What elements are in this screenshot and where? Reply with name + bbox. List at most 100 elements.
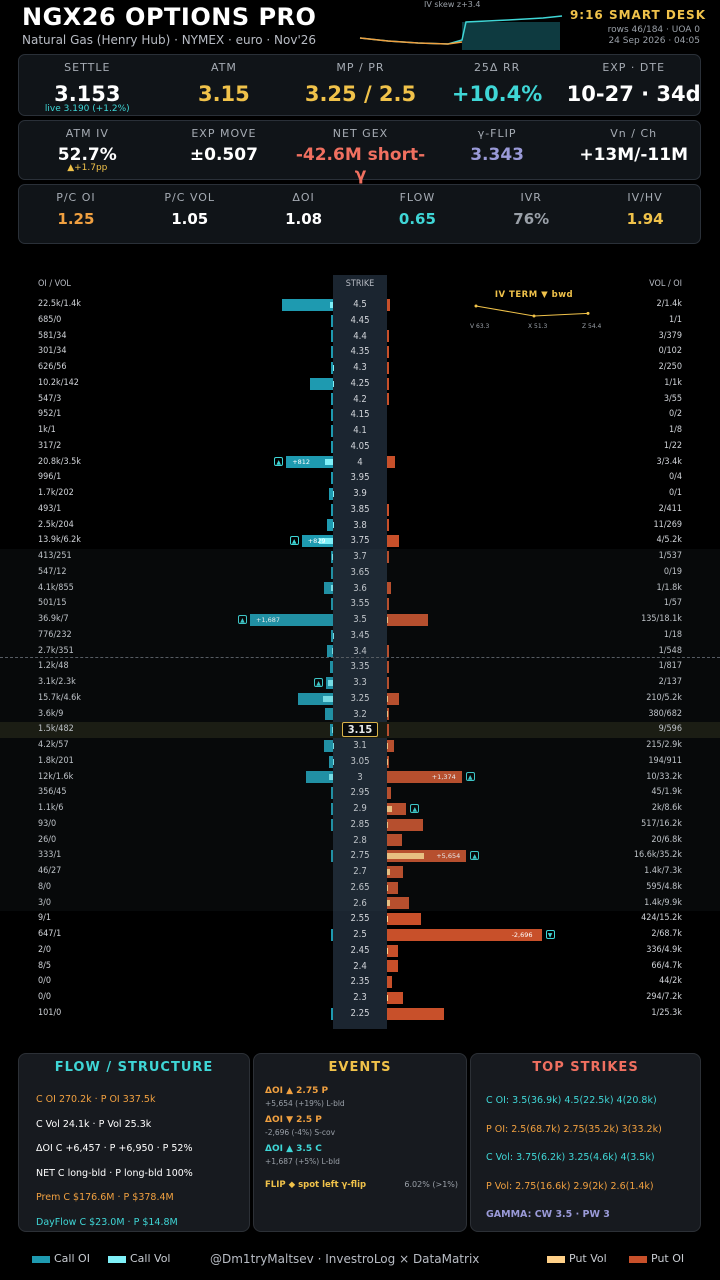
row-vol-oi: 2/250 xyxy=(658,362,682,372)
kpi3-label-3: FLOW xyxy=(399,191,436,204)
kpi1-label-3: 25Δ RR xyxy=(473,61,521,74)
call-oi-bar xyxy=(331,818,333,831)
put-vol-bar xyxy=(387,916,388,923)
legend-put-oi: Put OI xyxy=(629,1252,684,1265)
table-row: 13.9k/6.2k 4/5.2k 3.75 +829 ▲ xyxy=(0,533,720,549)
put-oi-bar xyxy=(387,928,542,941)
kpi3-value-0: 1.25 xyxy=(57,210,95,228)
call-vol-bar xyxy=(325,459,333,466)
iv-term-label: X 51.3 xyxy=(528,323,548,330)
call-oi-bar xyxy=(330,472,333,485)
row-oi-vol: 501/15 xyxy=(38,598,67,609)
kpi2-label-3: γ-FLIP xyxy=(477,127,517,140)
row-strike: 4.4 xyxy=(353,330,367,342)
row-oi-vol: 20.8k/3.5k xyxy=(38,456,82,467)
table-row: 2.7k/351 1/548 3.4 xyxy=(0,644,720,660)
row-oi-vol: 3.6k/9 xyxy=(38,708,64,719)
kpi2-value-3: 3.343 xyxy=(470,145,524,165)
kpi1-value-2: 3.25 / 2.5 xyxy=(304,82,417,106)
put-oi-bar xyxy=(387,1007,444,1020)
row-oi-vol: 101/0 xyxy=(38,1007,62,1018)
table-row: 8/0 595/4.8k 2.65 xyxy=(0,880,720,896)
row-vol-oi: 66/4.7k xyxy=(651,960,682,971)
put-oi-bar xyxy=(387,739,394,752)
put-oi-bar xyxy=(387,944,399,957)
call-oi-bar xyxy=(331,928,333,941)
row-strike: 3.35 xyxy=(350,661,370,673)
legend-call-oi: Call OI xyxy=(32,1252,90,1265)
flow-structure-panel: FLOW / STRUCTURE C OI 270.2k · P OI 337.… xyxy=(18,1053,250,1232)
row-vol-oi: 2/68.7k xyxy=(651,929,682,939)
table-row: 1.7k/202 0/1 3.9 xyxy=(0,486,720,502)
put-oi-bar xyxy=(387,613,428,626)
kpi3-value-5: 1.94 xyxy=(626,210,664,228)
row-strike: 3.45 xyxy=(350,629,370,641)
row-oi-vol: 317/2 xyxy=(38,440,62,451)
call-oi-bar xyxy=(331,1007,333,1020)
call-oi-bar xyxy=(331,330,333,343)
row-oi-vol: 10.2k/142 xyxy=(38,377,79,388)
kpi3-cell-4: IVR 76% xyxy=(474,191,588,228)
row-strike: 4.2 xyxy=(353,393,367,405)
kpi2-label-2: NET GEX xyxy=(332,127,389,140)
table-row: 4.2k/57 215/2.9k 3.1 xyxy=(0,738,720,754)
table-row: 547/12 0/19 3.65 xyxy=(0,565,720,581)
page-title: NGX26 OPTIONS PRO xyxy=(22,3,317,31)
row-vol-oi: 135/18.1k xyxy=(641,614,682,624)
row-oi-vol: 1.5k/482 xyxy=(38,724,74,735)
put-oi-bar xyxy=(387,503,389,516)
kpi2-label-0: ATM IV xyxy=(65,127,109,140)
kpi3-label-2: ΔOI xyxy=(292,191,315,204)
put-oi-bar xyxy=(387,802,407,815)
row-strike: 3.1 xyxy=(353,740,367,751)
row-strike: 3.8 xyxy=(353,519,367,531)
row-oi-vol: 493/1 xyxy=(38,503,62,514)
row-oi-vol: 9/1 xyxy=(38,913,52,924)
put-oi-bar xyxy=(387,913,422,926)
call-vol-bar xyxy=(322,695,333,702)
row-vol-oi: 1.4k/9.9k xyxy=(644,897,682,908)
row-strike: 2.25 xyxy=(350,1007,370,1019)
put-oi-bar xyxy=(387,818,424,831)
row-oi-vol: 8/0 xyxy=(38,881,52,892)
row-vol-oi: 2k/8.6k xyxy=(651,803,682,813)
kpi2-cell-1: EXP MOVE ±0.507 xyxy=(156,127,293,165)
oi-change-arrow-icon: ▼ xyxy=(545,929,555,939)
row-strike: 3.5 xyxy=(353,614,367,625)
table-row: 22.5k/1.4k 2/1.4k 4.5 xyxy=(0,297,720,313)
row-strike: 2.4 xyxy=(353,960,367,972)
kpi3-label-1: P/C VOL xyxy=(164,191,216,204)
call-oi-bar xyxy=(331,629,333,642)
kpi3-label-0: P/C OI xyxy=(56,191,96,204)
table-row: 776/232 1/18 3.45 xyxy=(0,628,720,644)
table-row: 547/3 3/55 4.2 xyxy=(0,392,720,408)
kpi3-value-2: 1.08 xyxy=(285,210,323,228)
kpi3-cell-0: P/C OI 1.25 xyxy=(19,191,133,228)
table-row: 301/34 0/102 4.35 xyxy=(0,344,720,360)
row-oi-vol: 547/12 xyxy=(38,566,67,577)
put-oi-bar xyxy=(387,897,410,910)
put-oi-bar xyxy=(387,787,392,800)
call-oi-bar xyxy=(329,487,333,500)
call-oi-bar xyxy=(331,393,333,406)
call-oi-bar xyxy=(331,346,333,359)
kpi1-cell-1: ATM 3.15 xyxy=(156,61,293,106)
row-oi-vol: 547/3 xyxy=(38,393,62,404)
iv-term-label: Z 54.4 xyxy=(582,323,602,330)
table-row: 20.8k/3.5k 3/3.4k 4 +812 ▲ xyxy=(0,455,720,471)
row-strike: 2.8 xyxy=(353,834,367,846)
row-strike: 4.25 xyxy=(350,377,370,389)
put-oi-bar xyxy=(387,960,398,973)
row-strike: 3.85 xyxy=(350,503,370,515)
oi-change-arrow-icon: ▲ xyxy=(410,803,420,813)
call-oi-bar xyxy=(330,409,333,422)
oi-change-tag: +829 xyxy=(307,537,326,546)
put-vol-bar xyxy=(387,868,391,875)
flow-title: FLOW / STRUCTURE xyxy=(54,1060,214,1075)
row-vol-oi: 9/596 xyxy=(658,724,682,735)
table-row: 8/5 66/4.7k 2.4 xyxy=(0,959,720,975)
table-row: 626/56 2/250 4.3 xyxy=(0,360,720,376)
put-oi-bar xyxy=(387,692,399,705)
row-strike: 4 xyxy=(357,456,363,468)
row-vol-oi: 0/4 xyxy=(668,472,682,483)
